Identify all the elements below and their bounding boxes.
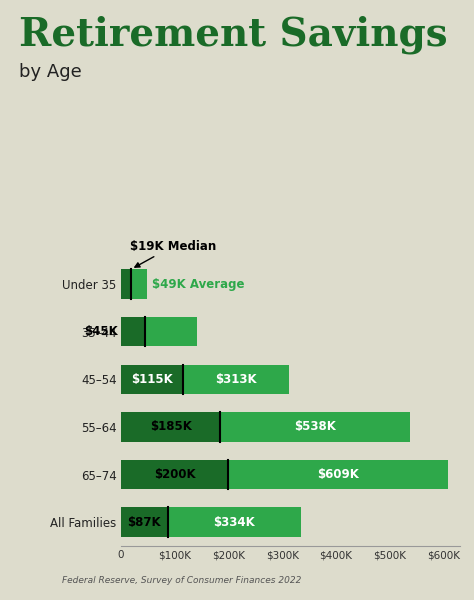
Text: $45K: $45K xyxy=(84,325,118,338)
Bar xyxy=(121,365,289,394)
Bar xyxy=(121,460,448,490)
Text: $313K: $313K xyxy=(215,373,257,386)
Text: $200K: $200K xyxy=(154,468,195,481)
Bar xyxy=(121,269,147,299)
Text: $49K Average: $49K Average xyxy=(152,278,244,290)
Bar xyxy=(121,317,197,346)
Bar xyxy=(121,508,168,537)
Text: by Age: by Age xyxy=(19,63,82,81)
Text: $115K: $115K xyxy=(131,373,173,386)
Text: $142K: $142K xyxy=(150,325,192,338)
Bar xyxy=(121,317,145,346)
Text: Retirement Savings: Retirement Savings xyxy=(19,15,447,53)
Text: $609K: $609K xyxy=(318,468,359,481)
Text: $87K: $87K xyxy=(128,515,161,529)
Bar xyxy=(121,460,228,490)
Bar xyxy=(121,365,183,394)
Text: $19K Median: $19K Median xyxy=(130,239,216,267)
Text: $185K: $185K xyxy=(150,421,191,433)
Text: Federal Reserve, Survey of Consumer Finances 2022: Federal Reserve, Survey of Consumer Fina… xyxy=(62,576,301,585)
Text: $538K: $538K xyxy=(294,421,336,433)
Bar xyxy=(121,412,220,442)
Bar xyxy=(121,508,301,537)
Bar xyxy=(121,269,131,299)
Bar xyxy=(121,412,410,442)
Text: $334K: $334K xyxy=(213,515,255,529)
